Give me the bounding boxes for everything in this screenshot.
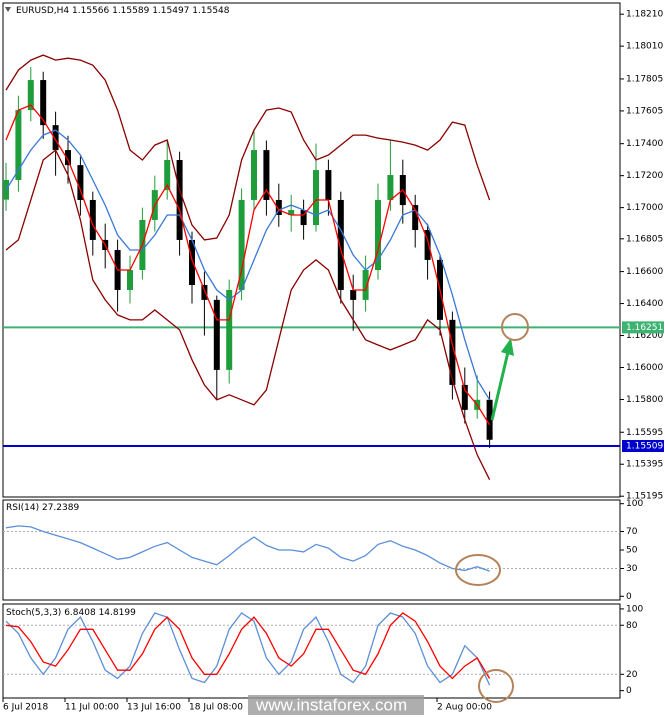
x-tick-label: 11 Jul 00:00 <box>65 703 119 713</box>
y-tick-label: 80 <box>626 621 638 631</box>
candle-body <box>275 199 282 215</box>
candle-body <box>226 289 233 370</box>
indicator-line <box>5 129 491 401</box>
y-tick-label: 1.15395 <box>626 460 663 470</box>
level-label: 1.16251 <box>626 323 663 333</box>
y-tick-label: 1.18210 <box>626 10 663 20</box>
indicator-line <box>5 525 490 572</box>
candle-body <box>412 205 419 231</box>
y-tick-label: 1.17805 <box>626 74 663 84</box>
header-value: 27.2389 <box>42 503 79 513</box>
y-tick-label: 1.17000 <box>626 203 663 213</box>
y-tick-label: 0 <box>626 686 632 696</box>
candle-body <box>325 170 332 200</box>
header-title: RSI(14) <box>6 503 39 513</box>
header-value: 1.15497 <box>152 6 189 16</box>
x-tick-label: 6 Jul 2018 <box>3 703 48 713</box>
header-value: 6.8408 <box>64 608 96 618</box>
arrow-shaft <box>490 351 510 421</box>
y-tick-label: 1.17200 <box>626 171 663 181</box>
y-tick-label: 30 <box>626 564 638 574</box>
candle-body <box>300 210 307 226</box>
y-tick-label: 0 <box>626 592 632 602</box>
panel-header: Stoch(5,3,3) 6.8408 14.8199 <box>6 608 136 618</box>
watermark: www.instaforex.com <box>255 695 407 714</box>
candle-body <box>77 165 84 200</box>
indicator-line <box>5 54 491 241</box>
candle-body <box>337 199 344 290</box>
candle-body <box>52 125 59 151</box>
y-tick-label: 1.17400 <box>626 139 663 149</box>
y-tick-label: 1.16200 <box>626 331 663 341</box>
stoch-circle <box>478 669 514 703</box>
y-tick-label: 1.15195 <box>626 492 663 502</box>
candle-body <box>238 199 245 290</box>
candle-body <box>362 269 369 300</box>
indicator-line <box>5 149 491 480</box>
y-tick-label: 50 <box>626 546 638 556</box>
watermark-box <box>248 695 424 715</box>
candle-body <box>15 110 22 180</box>
panel-header: RSI(14) 27.2389 <box>6 503 79 513</box>
x-tick-label: 18 Jul 08:00 <box>189 703 243 713</box>
panel-frame <box>2 2 621 498</box>
y-tick-label: 1.16000 <box>626 363 663 373</box>
candle-body <box>375 199 381 270</box>
y-tick-label: 100 <box>626 604 643 614</box>
candle-body <box>424 230 431 260</box>
header-title: EURUSD,H4 <box>16 6 69 16</box>
candle-body <box>251 150 257 200</box>
header-value: 1.15548 <box>192 6 229 16</box>
header-value: 1.15589 <box>112 6 149 16</box>
candle-body <box>350 289 357 300</box>
header-title: Stoch(5,3,3) <box>6 608 61 618</box>
candle-body <box>387 175 394 200</box>
rsi-circle <box>455 554 501 586</box>
candle-body <box>449 319 456 385</box>
y-tick-label: 70 <box>626 527 638 537</box>
symbol-icon <box>5 7 11 12</box>
y-tick-label: 1.16400 <box>626 299 663 309</box>
candle-body <box>486 399 493 440</box>
panel-header: EURUSD,H4 1.15566 1.15589 1.15497 1.1554… <box>16 6 230 16</box>
indicator-line <box>5 612 491 680</box>
y-tick-label: 1.17605 <box>626 106 663 116</box>
candle-body <box>27 80 34 111</box>
candle-body <box>288 210 295 215</box>
target-circle <box>501 313 529 341</box>
candle-body <box>164 159 171 191</box>
level-label-box <box>622 321 664 334</box>
annotations <box>455 313 529 703</box>
candle-body <box>127 269 133 290</box>
header-value: 14.8199 <box>99 608 136 618</box>
candle-body <box>40 80 47 126</box>
candle-body <box>201 285 208 300</box>
level-label-box <box>622 440 664 453</box>
candle-body <box>89 199 96 240</box>
candle-body <box>313 170 319 226</box>
y-tick-label: 20 <box>626 670 638 680</box>
candle-body <box>176 159 183 240</box>
y-tick-label: 100 <box>626 499 643 509</box>
y-tick-label: 1.16805 <box>626 234 663 244</box>
y-tick-label: 1.18010 <box>626 42 663 52</box>
y-tick-label: 1.16600 <box>626 267 663 277</box>
indicator-line <box>5 104 491 426</box>
y-tick-label: 1.15800 <box>626 395 663 405</box>
level-label: 1.15509 <box>626 442 663 452</box>
candle-body <box>189 239 195 286</box>
candle-body <box>213 299 220 370</box>
x-tick-label: 2 Aug 00:00 <box>437 703 492 713</box>
y-tick-label: 1.15595 <box>626 428 663 438</box>
candle-body <box>263 150 270 200</box>
candle-body <box>65 150 71 166</box>
x-tick-label: 13 Jul 16:00 <box>127 703 181 713</box>
arrow-head <box>501 338 514 356</box>
header-value: 1.15566 <box>72 6 109 16</box>
candle-body <box>461 384 468 410</box>
